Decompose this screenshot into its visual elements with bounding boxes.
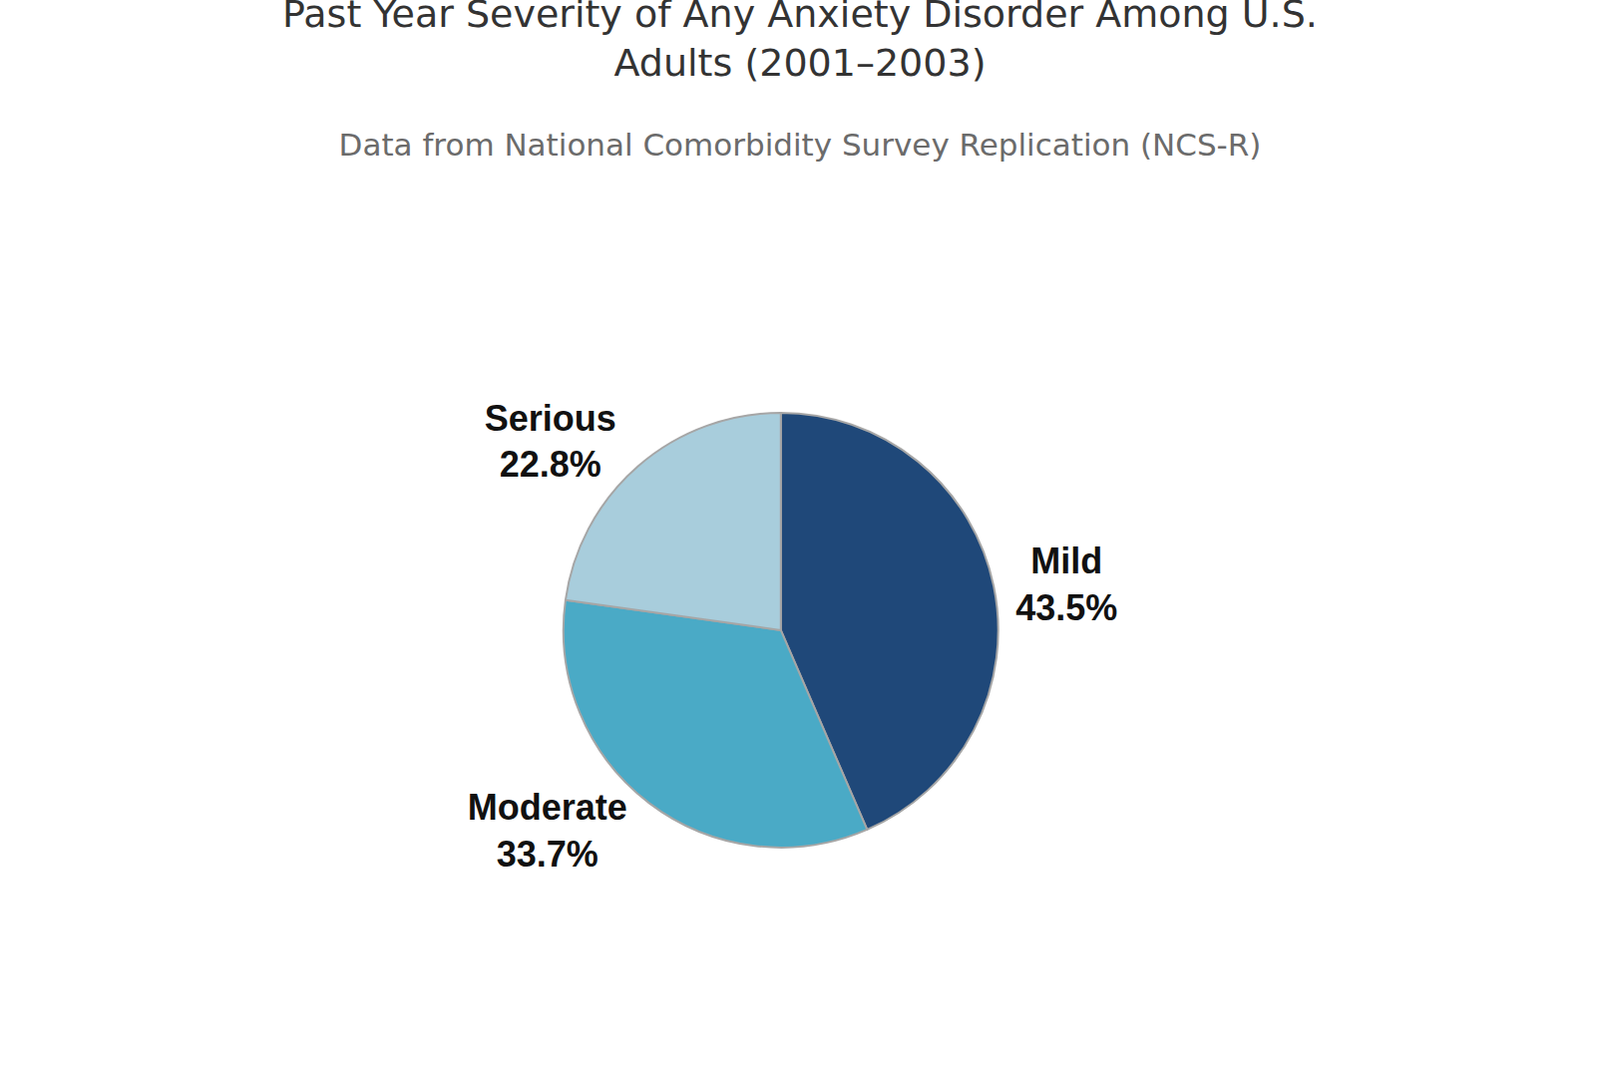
svg-text:Serious22.8%: Serious22.8%	[484, 398, 617, 486]
svg-text:Mild43.5%: Mild43.5%	[1015, 540, 1118, 629]
svg-text:Past Year Severity of Any Anxi: Past Year Severity of Any Anxiety Disord…	[282, 0, 1318, 85]
svg-text:Moderate33.7%: Moderate33.7%	[467, 787, 628, 875]
svg-text:Data from National Comorbidity: Data from National Comorbidity Survey Re…	[339, 126, 1262, 163]
